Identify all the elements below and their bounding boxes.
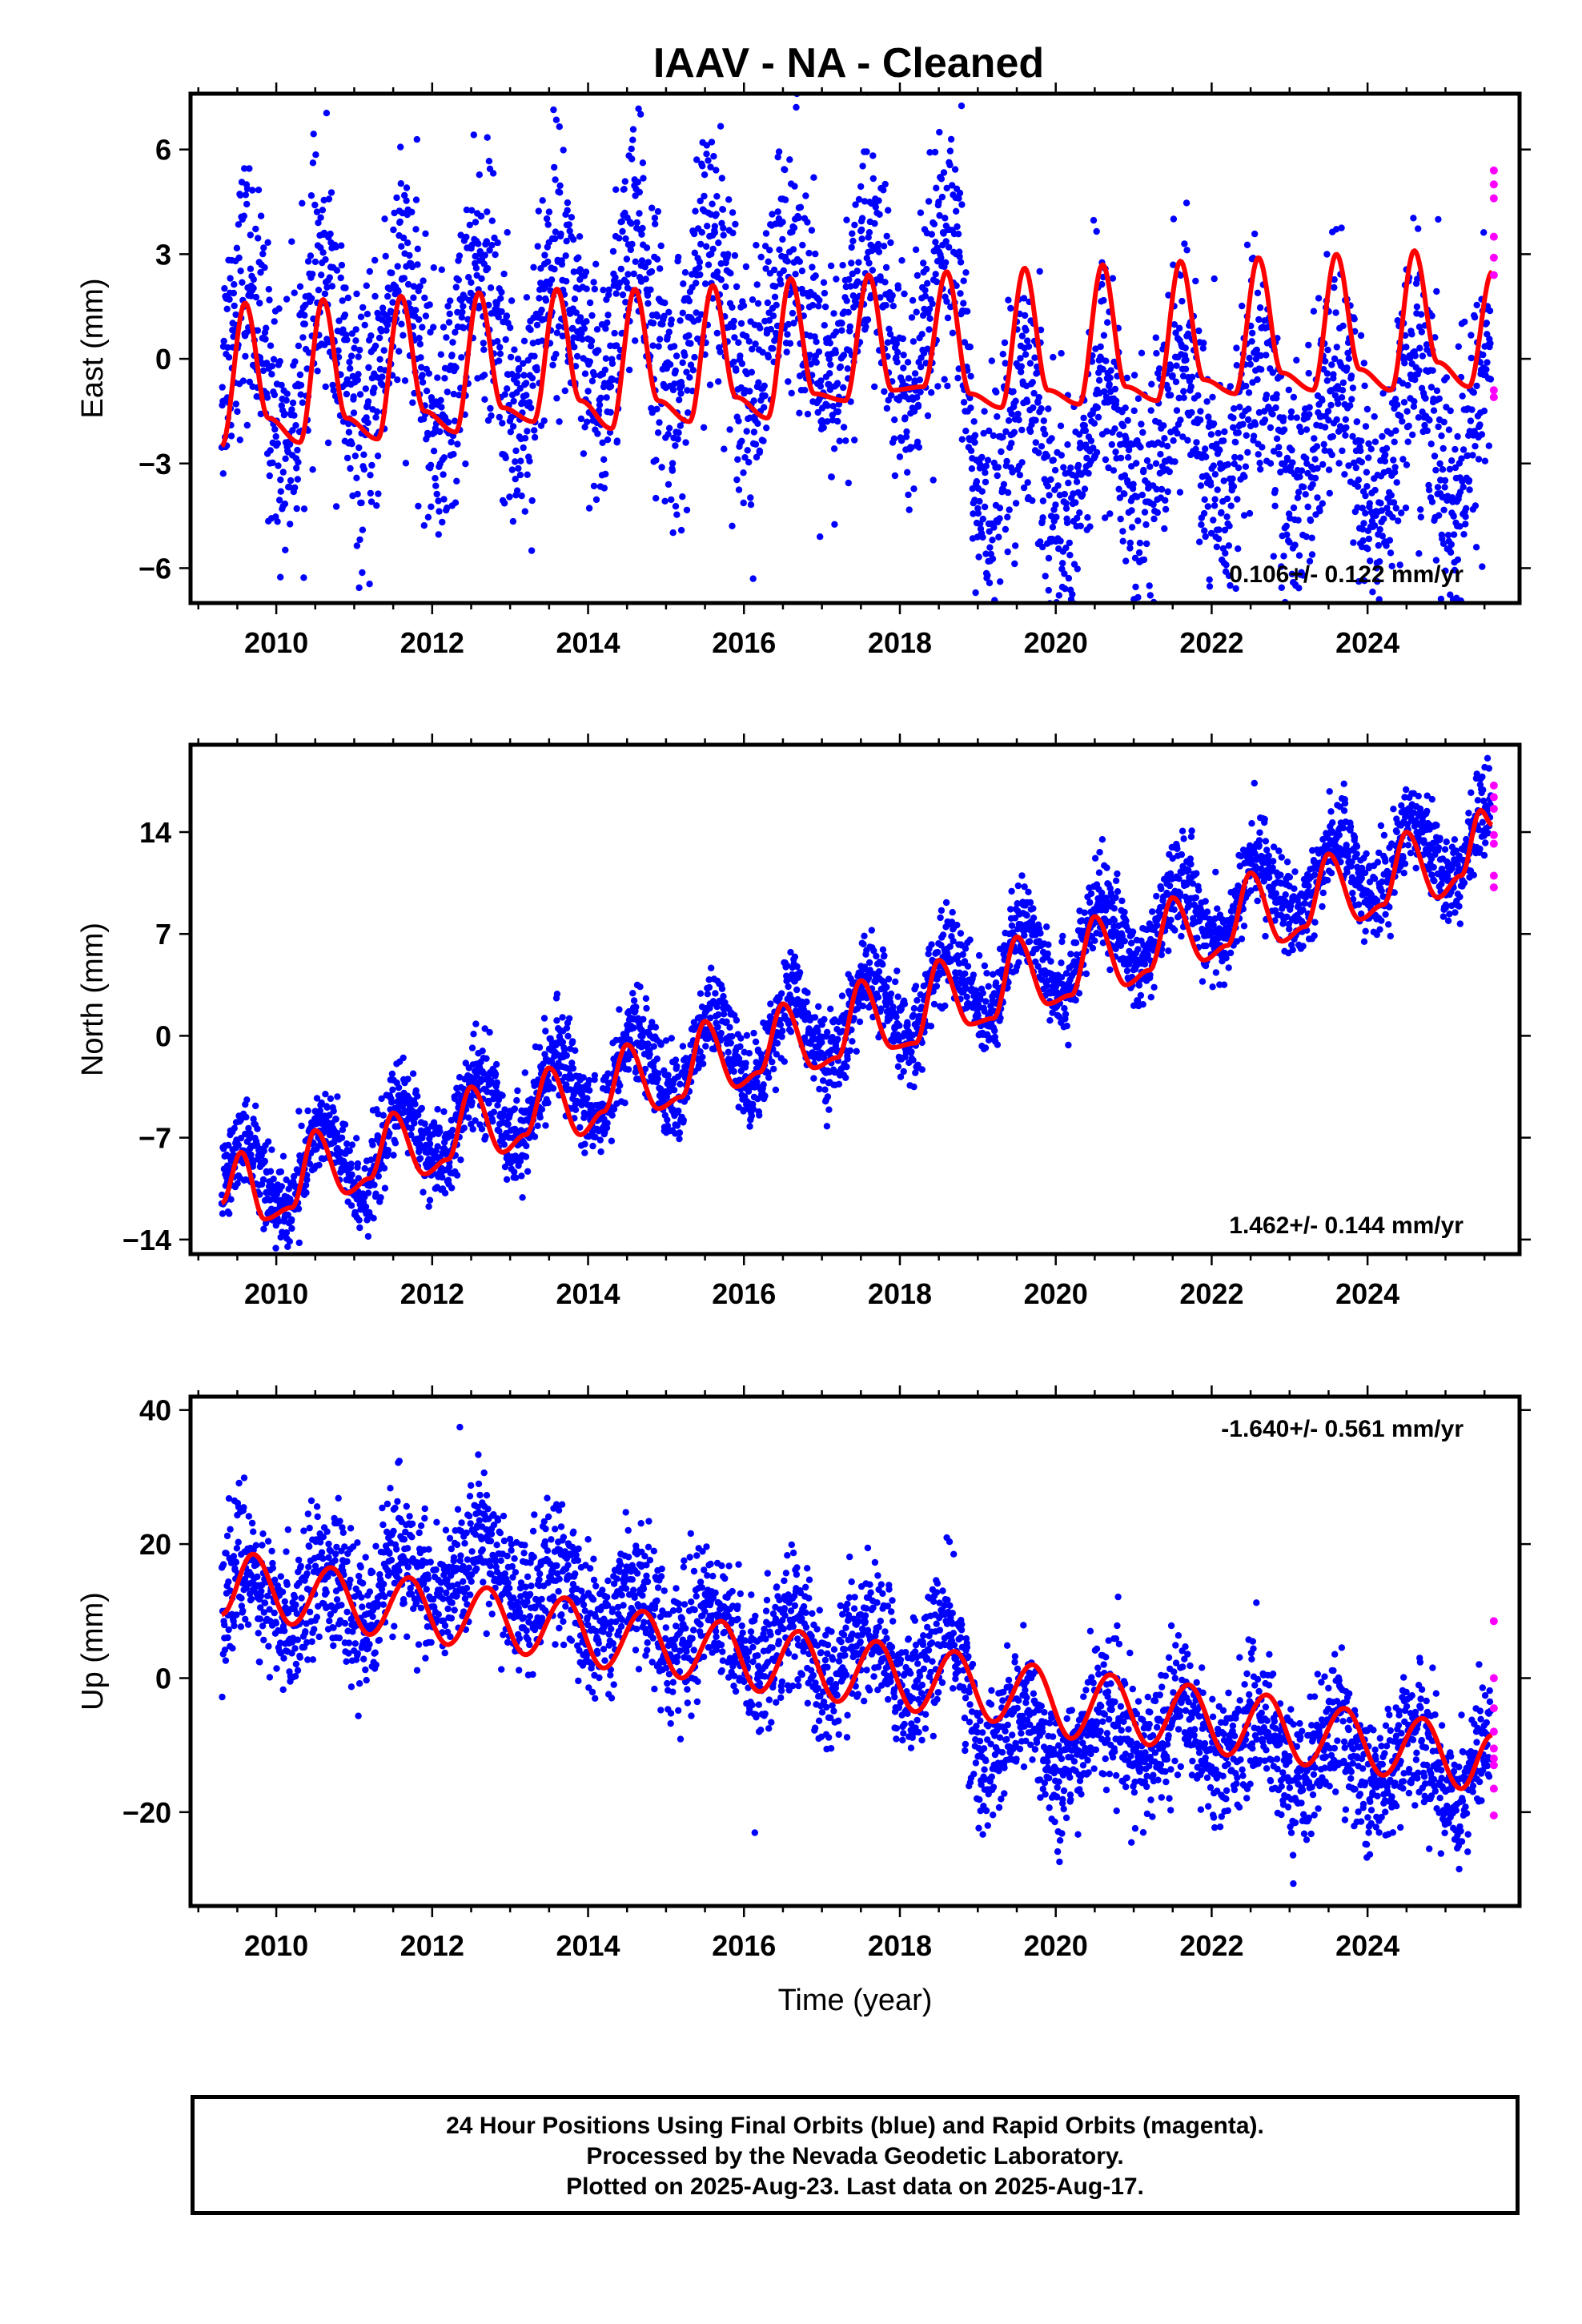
x-tick-label: 2018 xyxy=(868,1929,932,1962)
rapid-orbit-point xyxy=(1489,1744,1498,1753)
rapid-orbit-point xyxy=(1489,883,1498,892)
y-tick-label: −20 xyxy=(122,1796,171,1829)
model-curve xyxy=(220,807,1494,1222)
rapid-orbit-point xyxy=(1489,781,1498,790)
y-tick-label: 40 xyxy=(139,1394,171,1427)
rapid-orbit-point xyxy=(1489,871,1498,880)
x-tick-label: 2012 xyxy=(400,1277,464,1310)
rapid-orbit-point xyxy=(1489,1674,1498,1683)
x-tick-label: 2024 xyxy=(1335,1929,1399,1962)
model-curve xyxy=(219,248,1494,448)
final-orbit-point-cloud xyxy=(218,754,1495,1252)
plot-frame xyxy=(188,742,1522,1256)
x-tick-label: 2014 xyxy=(556,626,620,659)
caption-line-2: Processed by the Nevada Geodetic Laborat… xyxy=(586,2143,1124,2169)
rapid-orbit-point xyxy=(1489,386,1498,395)
north-panel: 2010 2012 2014 2016 2018 2020 2022 2024 −14 −7 0 7 1… xyxy=(76,734,1531,1310)
y-axis-label: North (mm) xyxy=(76,923,110,1076)
rapid-orbit-point xyxy=(1489,830,1498,839)
plot-frame xyxy=(188,91,1522,605)
y-tick-label: 6 xyxy=(155,134,171,167)
y-tick-label: 0 xyxy=(155,1019,171,1052)
y-tick-label: 14 xyxy=(139,816,171,849)
y-axis-label: Up (mm) xyxy=(76,1592,110,1711)
final-orbit-points xyxy=(218,754,1495,1252)
y-tick-label: −6 xyxy=(139,552,171,585)
velocity-label: -1.640+/- 0.561 mm/yr xyxy=(1221,1416,1464,1442)
rapid-orbit-point xyxy=(1489,1754,1498,1763)
velocity-label: 1.462+/- 0.144 mm/yr xyxy=(1229,1212,1464,1239)
rapid-orbit-point xyxy=(1489,1617,1498,1626)
x-tick-label: 2016 xyxy=(712,1929,776,1962)
y-tick-label: 0 xyxy=(155,1662,171,1695)
x-tick-label: 2018 xyxy=(868,626,932,659)
x-tick-label: 2024 xyxy=(1335,1277,1399,1310)
plot-title: IAAV - NA - Cleaned xyxy=(653,40,1044,86)
rapid-orbit-point xyxy=(1489,271,1498,279)
y-tick-label: −14 xyxy=(122,1224,171,1256)
rapid-orbit-point xyxy=(1489,180,1498,189)
final-orbit-point-cloud xyxy=(218,1423,1495,1888)
x-tick-label: 2020 xyxy=(1024,1929,1088,1962)
x-tick-label: 2012 xyxy=(400,626,464,659)
x-tick-label: 2016 xyxy=(712,1277,776,1310)
x-tick-label: 2010 xyxy=(244,626,308,659)
rapid-orbit-point xyxy=(1489,1704,1498,1713)
rapid-orbit-point xyxy=(1489,1761,1498,1770)
up-panel: 2010 2012 2014 2016 2018 2020 2022 2024 −20 0 20 40… xyxy=(76,1385,1531,2017)
rapid-orbit-point xyxy=(1489,253,1498,262)
final-orbit-points xyxy=(218,1423,1495,1888)
y-tick-label: −7 xyxy=(139,1122,171,1155)
x-tick-label: 2016 xyxy=(712,626,776,659)
x-tick-label: 2024 xyxy=(1335,626,1399,659)
caption-line-3: Plotted on 2025-Aug-23. Last data on 202… xyxy=(566,2173,1144,2200)
x-tick-label: 2014 xyxy=(556,1277,620,1310)
model-curve xyxy=(220,1551,1494,1791)
caption-line-1: 24 Hour Positions Using Final Orbits (bl… xyxy=(446,2113,1264,2139)
rapid-orbit-point xyxy=(1489,392,1498,401)
y-tick-label: 7 xyxy=(155,918,171,951)
x-axis-label: Time (year) xyxy=(778,1984,933,2017)
y-axis-label: East (mm) xyxy=(76,278,110,418)
x-tick-label: 2014 xyxy=(556,1929,620,1962)
y-tick-label: −3 xyxy=(139,448,171,480)
rapid-orbit-point xyxy=(1489,166,1498,175)
x-tick-label: 2018 xyxy=(868,1277,932,1310)
plot-frame xyxy=(188,1394,1522,1908)
x-tick-label: 2020 xyxy=(1024,1277,1088,1310)
x-tick-label: 2022 xyxy=(1179,1929,1243,1962)
x-tick-label: 2020 xyxy=(1024,626,1088,659)
rapid-orbit-point xyxy=(1489,839,1498,848)
caption-box: 24 Hour Positions Using Final Orbits (bl… xyxy=(191,2095,1520,2215)
x-tick-label: 2010 xyxy=(244,1929,308,1962)
x-tick-label: 2012 xyxy=(400,1929,464,1962)
rapid-orbit-point xyxy=(1489,793,1498,802)
x-tick-label: 2022 xyxy=(1179,1277,1243,1310)
x-tick-label: 2022 xyxy=(1179,626,1243,659)
rapid-orbit-point xyxy=(1489,1811,1498,1820)
rapid-orbit-point xyxy=(1489,1784,1498,1793)
velocity-label: 0.106+/- 0.122 mm/yr xyxy=(1229,561,1464,588)
rapid-orbit-point xyxy=(1489,1727,1498,1736)
rapid-orbit-point xyxy=(1489,194,1498,203)
rapid-orbit-point xyxy=(1489,232,1498,241)
east-panel: 2010 2012 2014 2016 2018 2020 2022 2024 −6 −3 0 3 6 E… xyxy=(76,82,1531,659)
y-tick-label: 3 xyxy=(155,238,171,271)
y-tick-label: 20 xyxy=(139,1528,171,1561)
x-tick-label: 2010 xyxy=(244,1277,308,1310)
rapid-orbit-point xyxy=(1489,804,1498,813)
y-tick-label: 0 xyxy=(155,343,171,376)
